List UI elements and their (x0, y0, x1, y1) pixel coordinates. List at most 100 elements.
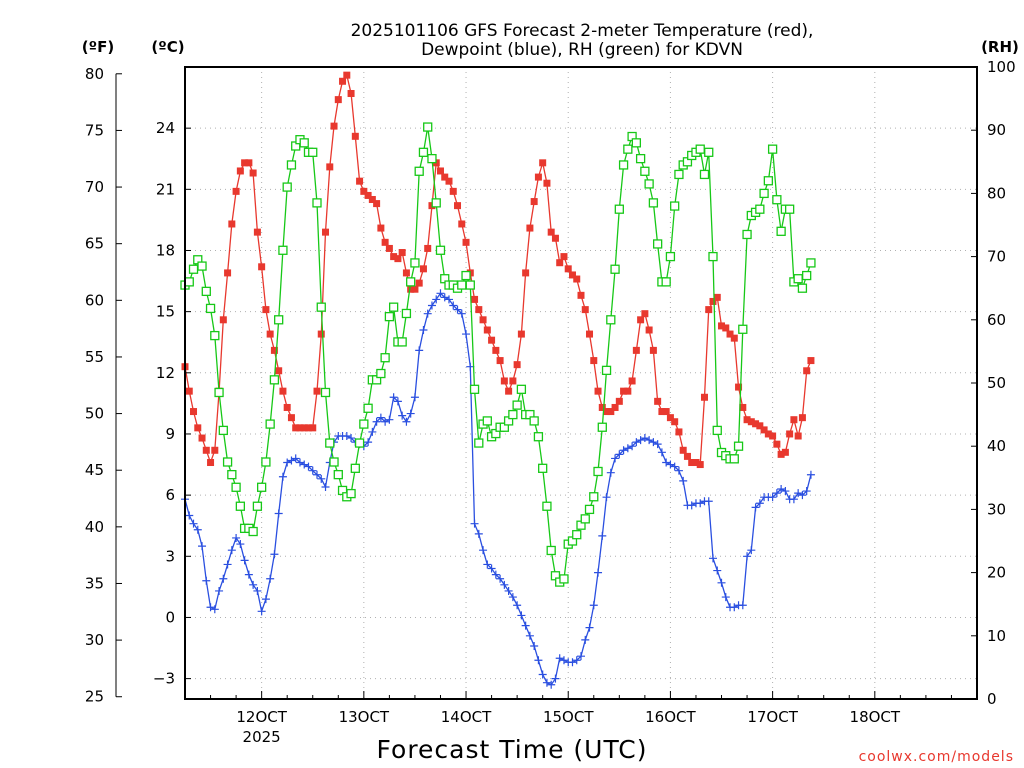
dewpoint-point (240, 556, 249, 565)
temperature-point (262, 306, 270, 314)
rh-point (542, 501, 552, 511)
temperature-point (411, 285, 419, 293)
temperature-point (309, 424, 317, 432)
temperature-point (692, 459, 700, 467)
rh-tick-label: 70 (987, 248, 1006, 266)
rh-point (278, 245, 288, 255)
temperature-point (496, 357, 504, 365)
rh-point (584, 504, 595, 515)
temperature-point (688, 459, 696, 467)
dewpoint-point (768, 493, 777, 502)
temperature-point (624, 387, 632, 395)
temperature-point (671, 418, 679, 426)
rh-point (231, 482, 241, 492)
dewpoint-point (747, 546, 756, 555)
rh-point (601, 365, 612, 376)
temperature-point (637, 316, 645, 324)
rh-point (708, 251, 718, 262)
fahrenheit-axis-unit: (ºF) (82, 38, 114, 56)
dewpoint-point (372, 417, 381, 426)
rh-point (763, 176, 774, 186)
rh-point (742, 229, 752, 240)
dewpoint-point (313, 470, 321, 479)
temperature-point (794, 432, 802, 440)
fahrenheit-tick-label: 30 (85, 631, 104, 649)
dewpoint-point (474, 529, 483, 538)
rh-point (635, 153, 646, 164)
dewpoint-point (547, 680, 556, 689)
rh-point (256, 482, 267, 492)
celsius-tick-label: 12 (156, 364, 175, 382)
temperature-point (377, 224, 385, 232)
dewpoint-point (551, 674, 560, 683)
temperature-point (598, 403, 606, 411)
temperature-point (505, 387, 513, 395)
x-tick-label: 16OCT (645, 708, 696, 726)
rh-point (423, 122, 433, 132)
series-temperature (181, 71, 815, 469)
temperature-point (769, 432, 777, 440)
x-tick-label: 15OCT (543, 708, 594, 726)
dewpoint-point (321, 482, 330, 491)
rh-point (648, 198, 659, 208)
temperature-point (662, 408, 670, 416)
temperature-point (207, 459, 215, 467)
temperature-point (530, 198, 538, 206)
dewpoint-point (534, 656, 543, 665)
rh-point (699, 169, 710, 180)
dewpoint-point (679, 476, 688, 485)
rh-point (388, 302, 399, 312)
temperature-point (241, 159, 249, 167)
dewpoint-point (589, 601, 598, 610)
temperature-point (539, 159, 547, 167)
temperature-point (564, 265, 572, 273)
dewpoint-point (794, 489, 803, 498)
grid-lines (185, 67, 977, 699)
dewpoint-point (227, 546, 236, 555)
temperature-point (752, 420, 760, 428)
temperature-point (739, 403, 747, 411)
temperature-point (398, 249, 406, 257)
rh-point (631, 138, 642, 148)
temperature-point (356, 177, 364, 185)
temperature-point (190, 408, 198, 416)
dewpoint-point (662, 458, 671, 467)
temperature-point (620, 387, 628, 395)
temperature-point (492, 346, 500, 354)
rh-point (320, 387, 331, 398)
celsius-tick-label: 24 (156, 119, 175, 137)
dewpoint-point (185, 511, 194, 520)
dewpoint-point (193, 525, 202, 534)
rh-tick-label: 20 (987, 564, 1006, 582)
temperature-point (781, 448, 789, 456)
rh-point (559, 574, 569, 584)
rh-point (218, 425, 228, 436)
temperature-point (458, 220, 466, 228)
dewpoint-point (559, 656, 568, 665)
dewpoint-point (436, 289, 445, 298)
rh-point (384, 311, 395, 322)
temperature-point (322, 228, 330, 236)
temperature-point (534, 173, 542, 181)
temperature-point (773, 440, 781, 448)
dewpoint-point (577, 652, 585, 661)
x-tick-label: 17OCT (747, 708, 798, 726)
rh-point (354, 438, 365, 448)
fahrenheit-tick-label: 70 (85, 178, 104, 196)
temperature-point (798, 414, 806, 422)
temperature-point (594, 387, 602, 395)
x-tick-label: 18OCT (850, 708, 901, 726)
temperature-point (590, 357, 598, 365)
temperature-point (735, 383, 743, 391)
celsius-tick-label: 18 (156, 241, 175, 259)
temperature-point (185, 387, 193, 395)
temperature-point (547, 228, 555, 236)
dewpoint-point (670, 462, 679, 471)
dewpoint-point (525, 631, 534, 640)
dewpoint-point (445, 295, 453, 304)
temperature-point (347, 90, 355, 98)
temperature-point (283, 403, 291, 411)
temperature-point (253, 228, 261, 236)
dewpoint-point (308, 466, 317, 475)
temperature-point (194, 424, 202, 432)
